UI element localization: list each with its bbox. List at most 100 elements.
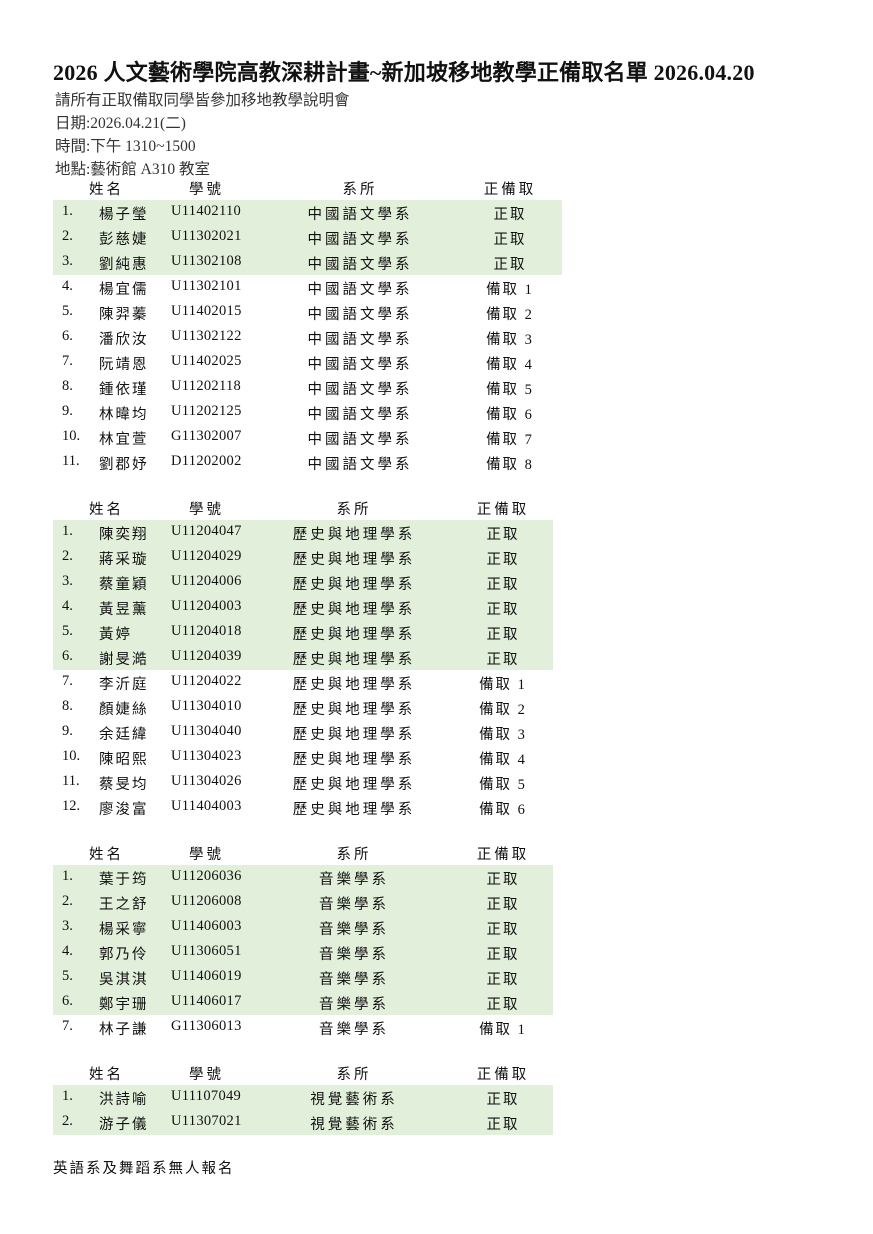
student-name: 鍾依瑾 — [99, 382, 149, 398]
admission-status: 備取 5 — [486, 382, 534, 398]
admission-status: 正取 — [486, 872, 520, 888]
department: 歷史與地理學系 — [292, 702, 416, 718]
header-id: 學號 — [189, 1067, 224, 1083]
student-name: 黃昱薰 — [99, 602, 149, 618]
department: 音樂學系 — [319, 872, 389, 888]
department: 歷史與地理學系 — [292, 802, 416, 818]
student-id: U11204029 — [171, 548, 242, 564]
student-id: U11302108 — [171, 253, 242, 269]
student-id: G11302007 — [171, 428, 242, 444]
header-status: 正備取 — [476, 1067, 530, 1083]
admission-status: 備取 7 — [486, 432, 534, 448]
student-id: U11406019 — [171, 968, 242, 984]
time-text: 時間:下午 1310~1500 — [55, 138, 196, 155]
table-row: 9. 林暐均 U11202125 中國語文學系 備取 6 — [53, 400, 562, 425]
table-row: 4. 楊宜儒 U11302101 中國語文學系 備取 1 — [53, 275, 562, 300]
header-id: 學號 — [189, 847, 224, 863]
admission-status: 正取 — [493, 257, 527, 273]
student-name: 蔣采璇 — [99, 552, 149, 568]
table-row: 8. 顏婕絲 U11304010 歷史與地理學系 備取 2 — [53, 695, 553, 720]
row-number: 6. — [62, 328, 73, 344]
admission-status: 備取 6 — [479, 802, 527, 818]
department: 視覺藝術系 — [310, 1117, 398, 1133]
row-number: 7. — [62, 1018, 73, 1034]
student-name: 吳淇淇 — [99, 972, 149, 988]
student-name: 楊宜儒 — [99, 282, 149, 298]
header-id: 學號 — [189, 502, 224, 518]
row-number: 1. — [62, 1088, 73, 1104]
table-history-geography: 姓名 學號 系所 正備取 1. 陳奕翔 U11204047 歷史與地理學系 正取 2. 蔣采璇 U11… — [53, 496, 553, 820]
student-name: 黃婷 — [99, 627, 132, 643]
table-row: 12. 廖浚富 U11404003 歷史與地理學系 備取 6 — [53, 795, 553, 820]
table-header: 姓名 學號 系所 正備取 — [53, 841, 553, 865]
department: 歷史與地理學系 — [292, 727, 416, 743]
department: 音樂學系 — [319, 922, 389, 938]
row-number: 3. — [62, 573, 73, 589]
department: 歷史與地理學系 — [292, 577, 416, 593]
student-name: 潘欣汝 — [99, 332, 149, 348]
page-title: 2026 人文藝術學院高教深耕計畫~新加坡移地教學正備取名單 2026.04.2… — [53, 60, 755, 85]
table-row: 6. 謝旻澔 U11204039 歷史與地理學系 正取 — [53, 645, 553, 670]
table-row: 3. 劉純惠 U11302108 中國語文學系 正取 — [53, 250, 562, 275]
department: 中國語文學系 — [307, 457, 413, 473]
department: 音樂學系 — [319, 1022, 389, 1038]
admission-status: 正取 — [486, 897, 520, 913]
admission-status: 正取 — [486, 972, 520, 988]
student-name: 李沂庭 — [99, 677, 149, 693]
row-number: 5. — [62, 623, 73, 639]
table-visual-arts: 姓名 學號 系所 正備取 1. 洪詩喻 U11107049 視覺藝術系 正取 2. 游子儀 U1130… — [53, 1061, 553, 1135]
admission-status: 備取 1 — [486, 282, 534, 298]
admission-status: 正取 — [493, 232, 527, 248]
department: 歷史與地理學系 — [292, 552, 416, 568]
table-row: 4. 郭乃伶 U11306051 音樂學系 正取 — [53, 940, 553, 965]
student-id: U11404003 — [171, 798, 242, 814]
place-text: 地點:藝術館 A310 教室 — [55, 161, 211, 178]
student-id: U11302021 — [171, 228, 242, 244]
table-row: 2. 彭慈婕 U11302021 中國語文學系 正取 — [53, 225, 562, 250]
student-name: 彭慈婕 — [99, 232, 149, 248]
department: 音樂學系 — [319, 972, 389, 988]
header-status: 正備取 — [476, 502, 530, 518]
student-name: 林暐均 — [99, 407, 149, 423]
student-id: U11302101 — [171, 278, 242, 294]
header-dept: 系所 — [336, 1067, 372, 1083]
table-row: 2. 游子儀 U11307021 視覺藝術系 正取 — [53, 1110, 553, 1135]
table-row: 11. 蔡旻均 U11304026 歷史與地理學系 備取 5 — [53, 770, 553, 795]
student-name: 蔡旻均 — [99, 777, 149, 793]
department: 中國語文學系 — [307, 357, 413, 373]
student-id: U11204018 — [171, 623, 242, 639]
department: 歷史與地理學系 — [292, 677, 416, 693]
admission-status: 備取 2 — [479, 702, 527, 718]
student-id: U11406003 — [171, 918, 242, 934]
date-text: 日期:2026.04.21(二) — [55, 115, 186, 132]
row-number: 11. — [62, 453, 80, 469]
admission-status: 備取 1 — [479, 1022, 527, 1038]
student-id: U11204039 — [171, 648, 242, 664]
row-number: 10. — [62, 748, 81, 764]
row-number: 1. — [62, 203, 73, 219]
row-number: 4. — [62, 598, 73, 614]
header-id: 學號 — [189, 182, 224, 198]
department: 中國語文學系 — [307, 232, 413, 248]
row-number: 2. — [62, 893, 73, 909]
row-number: 9. — [62, 723, 73, 739]
header-name: 姓名 — [89, 502, 124, 518]
header-status: 正備取 — [483, 182, 537, 198]
student-name: 洪詩喻 — [99, 1092, 149, 1108]
student-name: 阮靖恩 — [99, 357, 149, 373]
department: 歷史與地理學系 — [292, 652, 416, 668]
student-id: U11202118 — [171, 378, 242, 394]
table-row: 10. 陳昭熙 U11304023 歷史與地理學系 備取 4 — [53, 745, 553, 770]
row-number: 1. — [62, 523, 73, 539]
department: 中國語文學系 — [307, 407, 413, 423]
table-header: 姓名 學號 系所 正備取 — [53, 176, 562, 200]
student-name: 葉于筠 — [99, 872, 149, 888]
student-id: U11206008 — [171, 893, 242, 909]
table-row: 7. 李沂庭 U11204022 歷史與地理學系 備取 1 — [53, 670, 553, 695]
table-row: 6. 潘欣汝 U11302122 中國語文學系 備取 3 — [53, 325, 562, 350]
admission-status: 備取 4 — [479, 752, 527, 768]
admission-status: 正取 — [486, 652, 520, 668]
student-id: U11204022 — [171, 673, 242, 689]
row-number: 3. — [62, 253, 73, 269]
department: 音樂學系 — [319, 947, 389, 963]
